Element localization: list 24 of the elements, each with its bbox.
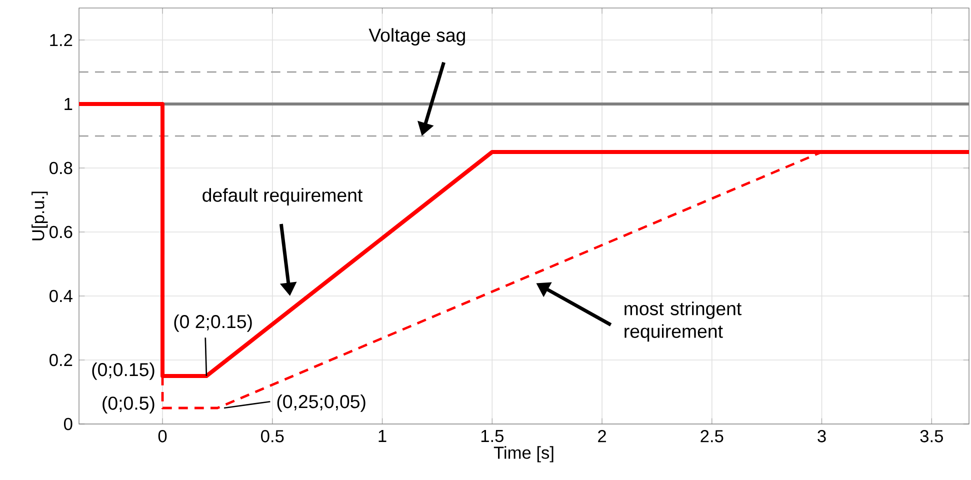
annotation: (0;0.5): [102, 396, 154, 414]
annotation: (0,25;0,05): [277, 394, 366, 412]
annotation: Voltage sag: [368, 28, 465, 46]
y-tick-label: 0.6: [50, 226, 72, 238]
annotation: (0;0.15): [92, 362, 154, 380]
annotation: most stringent requirement: [624, 302, 742, 342]
x-tick-label: 3.5: [920, 430, 943, 442]
y-tick-label: 1: [64, 98, 72, 110]
x-tick-label: 0: [158, 430, 167, 442]
x-tick-label: 1.5: [481, 430, 504, 442]
annotation: default requirement: [202, 188, 363, 206]
x-tick-label: 3: [818, 430, 826, 442]
x-axis-title: Time [s]: [494, 446, 554, 462]
y-tick-label: 0.2: [50, 354, 72, 366]
annotation: (0 2;0.15): [174, 314, 252, 332]
y-axis-title: U[p.u.]: [32, 192, 48, 240]
x-tick-label: 2.5: [700, 430, 724, 442]
x-tick-label: 2: [598, 430, 606, 442]
x-tick-label: 0.5: [261, 430, 284, 442]
y-tick-label: 0.4: [50, 290, 72, 302]
x-tick-label: 1: [378, 430, 386, 442]
y-tick-label: 0: [64, 418, 72, 430]
y-tick-label: 1.2: [50, 34, 72, 46]
y-tick-label: 0.8: [50, 162, 72, 174]
